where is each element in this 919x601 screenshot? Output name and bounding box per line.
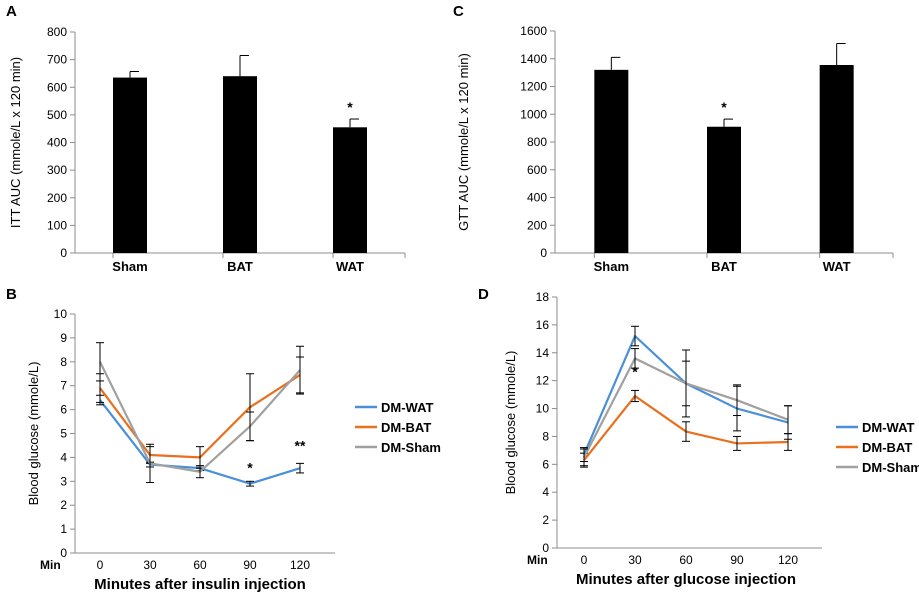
y-tick-label: 800	[47, 25, 67, 39]
y-tick-label: 3	[60, 474, 67, 488]
y-tick-label: 700	[47, 53, 67, 67]
y-tick-label: 0	[542, 541, 549, 555]
x-tick-label: 30	[143, 558, 157, 572]
y-tick-label: 6	[542, 457, 549, 471]
x-unit-prefix: Min	[40, 558, 61, 572]
y-tick-label: 500	[47, 108, 67, 122]
y-tick-label: 18	[536, 290, 550, 304]
legend-label: DM-Sham	[862, 460, 919, 475]
y-tick-label: 600	[527, 163, 547, 177]
y-tick-label: 10	[54, 307, 68, 321]
chart-itt-time-course: 0 1 2 3 4 5 6 7 8 9 10 0 30 60 90 120 Min Minutes after i…	[26, 307, 441, 593]
legend-label: DM-WAT	[862, 420, 915, 435]
y-tick-label: 0	[540, 246, 547, 260]
y-tick-label: 1000	[520, 107, 547, 121]
y-tick-label: 9	[60, 331, 67, 345]
panel-letter-d: D	[478, 286, 489, 303]
legend-label: DM-WAT	[381, 400, 434, 415]
y-tick-label: 1400	[520, 52, 547, 66]
y-tick-label: 2	[60, 498, 67, 512]
x-tick-label: 90	[243, 558, 257, 572]
panel-letter-c: C	[453, 3, 464, 20]
y-tick-label: 12	[536, 374, 550, 388]
x-tick-label: 120	[290, 558, 310, 572]
x-tick-label: 30	[628, 553, 642, 567]
bar	[223, 76, 257, 253]
y-tick-label: 400	[527, 191, 547, 205]
panel-letter-a: A	[6, 3, 17, 20]
y-tick-label: 7	[60, 379, 67, 393]
x-tick-label: 120	[778, 553, 798, 567]
significance-marker: *	[247, 459, 253, 475]
y-tick-label: 0	[60, 546, 67, 560]
y-tick-label: 4	[542, 485, 549, 499]
y-tick-label: 1600	[520, 24, 547, 38]
panel-letter-b: B	[6, 286, 17, 303]
y-tick-label: 600	[47, 80, 67, 94]
y-tick-label: 100	[47, 218, 67, 232]
y-tick-label: 16	[536, 318, 550, 332]
x-category-label: WAT	[823, 259, 851, 274]
legend-label: DM-Sham	[381, 440, 441, 455]
bar	[113, 77, 147, 253]
y-tick-label: 8	[542, 429, 549, 443]
x-axis-label: Minutes after insulin injection	[94, 576, 306, 593]
y-tick-label: 14	[536, 346, 550, 360]
y-tick-label: 5	[60, 427, 67, 441]
y-tick-label: 6	[60, 403, 67, 417]
y-tick-label: 800	[527, 135, 547, 149]
y-axis-label: ITT AUC (mmole/L x 120 min)	[8, 57, 23, 228]
y-tick-label: 400	[47, 136, 67, 150]
significance-marker: *	[721, 99, 727, 115]
y-tick-label: 1200	[520, 80, 547, 94]
y-axis-label: Blood glucose (mmole/L)	[26, 362, 41, 506]
bar	[333, 127, 367, 253]
x-tick-label: 90	[730, 553, 744, 567]
x-category-label: Sham	[112, 259, 147, 274]
y-tick-label: 200	[47, 191, 67, 205]
x-tick-label: 0	[581, 553, 588, 567]
x-category-label: BAT	[227, 259, 253, 274]
significance-marker: *	[347, 99, 353, 115]
significance-marker: *	[632, 363, 638, 379]
y-tick-label: 0	[60, 246, 67, 260]
legend-label: DM-BAT	[381, 420, 431, 435]
x-tick-label: 60	[193, 558, 207, 572]
x-axis-label: Minutes after glucose injection	[576, 571, 796, 588]
y-tick-label: 10	[536, 402, 550, 416]
x-category-label: Sham	[594, 259, 629, 274]
significance-marker: **	[295, 437, 306, 453]
x-category-label: WAT	[336, 259, 364, 274]
x-unit-prefix: Min	[527, 553, 548, 567]
y-tick-label: 1	[60, 522, 67, 536]
chart-itt-auc: 0 100 200 300 400 500 600 700 800 ITT AUC (mmole/…	[8, 25, 406, 274]
y-tick-label: 4	[60, 450, 67, 464]
bar	[707, 126, 741, 253]
bar	[819, 64, 854, 254]
x-tick-label: 60	[679, 553, 693, 567]
chart-gtt-auc: 0 200 400 600 800 1000 1200 1400 1600 GTT AUC (mm…	[456, 24, 894, 274]
legend-label: DM-BAT	[862, 440, 912, 455]
y-tick-label: 8	[60, 355, 67, 369]
bar	[594, 69, 629, 253]
y-tick-label: 300	[47, 163, 67, 177]
y-tick-label: 2	[542, 513, 549, 527]
y-axis-label: GTT AUC (mmole/L x 120 min)	[456, 53, 471, 231]
series-line-dm-bat	[99, 374, 301, 459]
x-category-label: BAT	[711, 259, 737, 274]
y-axis-label: Blood glucose (mmole/L)	[503, 351, 518, 495]
y-tick-label: 200	[527, 218, 547, 232]
x-tick-label: 0	[97, 558, 104, 572]
chart-gtt-time-course: 0 2 4 6 8 10 12 14 16 18 0 30 60 90 120 Min Minutes afte…	[503, 290, 919, 588]
